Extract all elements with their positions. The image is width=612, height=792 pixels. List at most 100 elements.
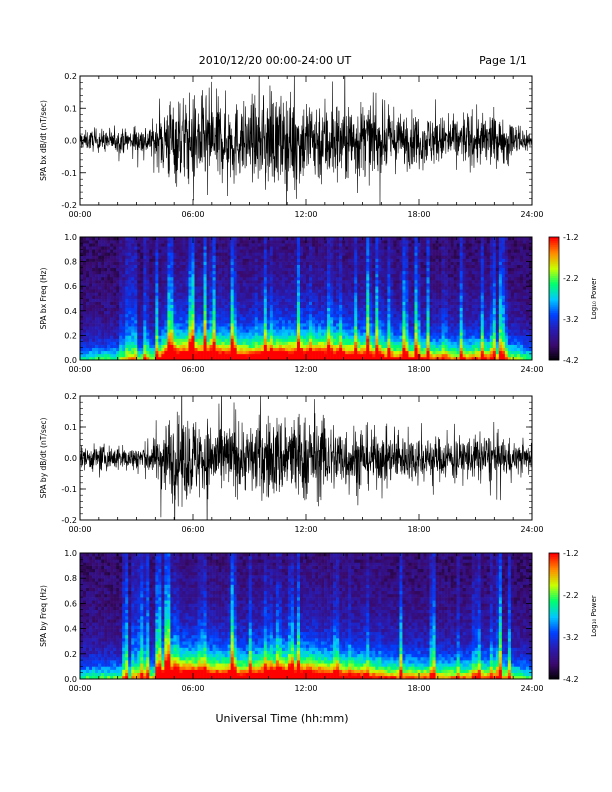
spectrogram-cell xyxy=(408,310,412,315)
spectrogram-cell xyxy=(155,276,159,281)
spectrogram-cell xyxy=(438,301,442,305)
spectrogram-cell xyxy=(83,237,87,241)
spectrogram-cell xyxy=(417,249,421,253)
spectrogram-cell xyxy=(363,350,367,355)
spectrogram-cell xyxy=(164,267,168,272)
spectrogram-cell xyxy=(230,350,234,355)
spectrogram-cell xyxy=(381,356,385,361)
spectrogram-cell xyxy=(185,255,189,259)
spectrogram-cell xyxy=(405,347,409,352)
spectrogram-cell xyxy=(330,301,334,305)
spectrogram-cell xyxy=(348,280,352,284)
spectrogram-cell xyxy=(227,329,231,333)
spectrogram-cell xyxy=(281,356,286,361)
spectrogram-cell xyxy=(143,335,147,339)
spectrogram-cell xyxy=(293,335,298,339)
spectrogram-cell xyxy=(251,347,256,352)
spectrogram-cell xyxy=(333,320,337,324)
spectrogram-cell xyxy=(227,264,231,269)
spectrogram-cell xyxy=(296,320,301,324)
spectrogram-cell xyxy=(242,289,247,293)
spectrogram-cell xyxy=(164,249,168,253)
spectrogram-cell xyxy=(170,255,174,259)
spectrogram-cell xyxy=(86,261,90,265)
spectrogram-cell xyxy=(287,246,292,250)
spectrogram-cell xyxy=(215,258,219,262)
spectrogram-cell xyxy=(417,316,421,321)
spectrogram-cell xyxy=(248,283,253,287)
spectrogram-cell xyxy=(173,292,177,296)
spectrogram-cell xyxy=(230,270,234,275)
spectrogram-cell xyxy=(242,292,247,296)
spectrogram-cell xyxy=(402,307,406,312)
spectrogram-cell xyxy=(369,243,373,247)
spectrogram-cell xyxy=(125,316,129,321)
spectrogram-cell xyxy=(318,289,322,293)
spectrogram-cell xyxy=(312,267,316,272)
spectrogram-cell xyxy=(140,316,144,321)
spectrogram-cell xyxy=(185,304,189,309)
spectrogram-cell xyxy=(342,341,346,345)
spectrogram-cell xyxy=(173,307,177,312)
spectrogram-cell xyxy=(408,237,412,241)
spectrogram-cell xyxy=(137,292,141,296)
spectrogram-cell xyxy=(218,323,222,327)
spectrogram-cell xyxy=(119,320,123,324)
spectrogram-cell xyxy=(363,347,367,352)
spectrogram-cell xyxy=(393,243,397,247)
spectrogram-cell xyxy=(203,255,207,259)
spectrogram-cell xyxy=(194,316,198,321)
spectrogram-cell xyxy=(83,347,87,352)
spectrogram-cell xyxy=(363,301,367,305)
spectrogram-cell xyxy=(299,310,304,315)
spectrogram-cell xyxy=(146,264,150,269)
spectrogram-cell xyxy=(194,301,198,305)
spectrogram-cell xyxy=(170,307,174,312)
spectrogram-cell xyxy=(321,240,325,244)
spectrogram-cell xyxy=(179,237,183,241)
spectrogram-cell xyxy=(296,252,301,256)
spectrogram-cell xyxy=(420,326,424,330)
spectrogram-cell xyxy=(441,267,445,272)
spectrogram-cell xyxy=(221,249,225,253)
spectrogram-cell xyxy=(233,332,237,336)
spectrogram-cell xyxy=(399,320,403,324)
spectrogram-cell xyxy=(333,246,337,250)
spectrogram-cell xyxy=(299,237,304,241)
spectrogram-cell xyxy=(218,289,222,293)
spectrogram-cell xyxy=(324,341,328,345)
spectrogram-cell xyxy=(381,316,385,321)
spectrogram-cell xyxy=(173,326,177,330)
spectrogram-cell xyxy=(227,295,231,299)
spectrogram-cell xyxy=(408,298,412,302)
spectrogram-cell xyxy=(260,332,265,336)
spectrogram-cell xyxy=(251,289,256,293)
spectrogram-cell xyxy=(396,246,400,250)
spectrogram-cell xyxy=(339,350,343,355)
spectrogram-cell xyxy=(390,313,394,318)
spectrogram-cell xyxy=(342,258,346,262)
spectrogram-cell xyxy=(155,286,159,290)
spectrogram-cell xyxy=(146,243,150,247)
spectrogram-cell xyxy=(384,240,388,244)
spectrogram-cell xyxy=(107,301,111,305)
spectrogram-cell xyxy=(248,301,253,305)
spectrogram-cell xyxy=(390,273,394,278)
spectrogram-cell xyxy=(381,273,385,278)
spectrogram-cell xyxy=(197,310,201,315)
spectrogram-cell xyxy=(110,249,114,253)
spectrogram-cell xyxy=(354,344,358,349)
spectrogram-cell xyxy=(321,338,325,342)
spectrogram-cell xyxy=(152,335,156,339)
spectrogram-cell xyxy=(86,310,90,315)
spectrogram-cell xyxy=(260,246,265,250)
spectrogram-cell xyxy=(290,335,295,339)
spectrogram-cell xyxy=(284,255,289,259)
spectrogram-cell xyxy=(191,313,195,318)
spectrogram-cell xyxy=(161,283,165,287)
spectrogram-cell xyxy=(339,267,343,272)
spectrogram-cell xyxy=(215,301,219,305)
spectrogram-cell xyxy=(393,258,397,262)
spectrogram-cell xyxy=(233,341,237,345)
spectrogram-cell xyxy=(176,267,180,272)
